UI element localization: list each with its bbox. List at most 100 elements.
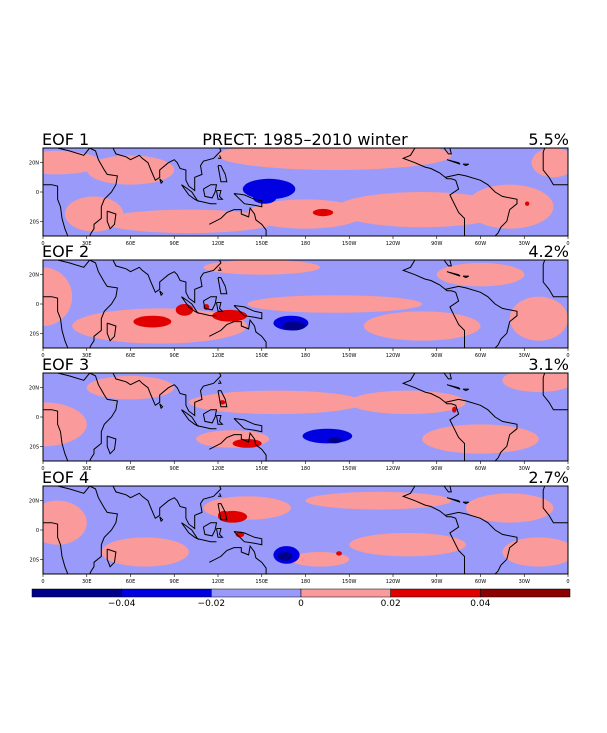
- x-tick-label: 0: [41, 353, 44, 359]
- x-tick-label: 120E: [212, 353, 225, 359]
- coastline: [197, 538, 217, 543]
- eof-panel-4: [43, 486, 568, 574]
- x-tick-label: 30W: [519, 241, 530, 247]
- x-tick-label: 60W: [475, 241, 486, 247]
- anomaly-region: [247, 199, 364, 229]
- x-tick-label: 180: [301, 466, 311, 472]
- anomaly-region: [219, 400, 226, 405]
- x-tick-label: 150W: [342, 353, 357, 359]
- anomaly-region: [43, 402, 87, 447]
- coastline: [209, 431, 267, 461]
- eof-panel-1: [43, 148, 568, 236]
- colorbar-tick-label: 0: [298, 599, 304, 609]
- anomaly-region: [282, 321, 306, 331]
- anomaly-region: [247, 295, 423, 313]
- panel-variance: 3.1%: [528, 355, 569, 374]
- x-tick-label: 150E: [255, 466, 268, 472]
- coastline: [542, 486, 568, 524]
- coastline: [106, 435, 117, 455]
- colorbar-bin: [480, 588, 571, 598]
- coastline: [159, 290, 164, 297]
- anomaly-region: [422, 424, 539, 454]
- eof-panel-3: [43, 373, 568, 461]
- coastline: [209, 206, 267, 236]
- coastline: [445, 511, 518, 574]
- coastline: [462, 275, 470, 279]
- colorbar-bin: [121, 588, 212, 598]
- anomaly-region: [86, 155, 175, 185]
- anomaly-region: [305, 491, 452, 510]
- coastline: [233, 418, 263, 433]
- x-tick-label: 120W: [386, 353, 401, 359]
- x-tick-label: 90E: [169, 579, 179, 585]
- coastline: [112, 486, 222, 530]
- panel-variance: 5.5%: [528, 130, 569, 149]
- coastline: [197, 312, 217, 317]
- coastline: [43, 409, 69, 461]
- colorbar-tick-label: −0.02: [198, 599, 226, 609]
- y-tick-label: 20N: [29, 161, 39, 167]
- panel-label: EOF 2: [42, 242, 89, 261]
- x-tick-label: 60E: [126, 353, 136, 359]
- anomaly-region: [212, 309, 248, 322]
- x-tick-label: 90W: [431, 353, 442, 359]
- anomaly-region: [524, 201, 530, 206]
- coastline: [401, 260, 465, 348]
- colorbar-bin: [31, 588, 122, 598]
- coastline: [43, 522, 69, 574]
- x-tick-label: 150E: [255, 241, 268, 247]
- coastline: [159, 178, 164, 185]
- coastline: [43, 373, 118, 461]
- coastline: [202, 184, 218, 199]
- coastline: [443, 373, 452, 380]
- anomaly-region: [509, 296, 568, 341]
- x-tick-label: 30E: [82, 579, 92, 585]
- coastline: [209, 544, 267, 574]
- coastline: [446, 497, 461, 503]
- anomaly-region: [101, 537, 189, 567]
- anomaly-region: [436, 262, 525, 287]
- coastline: [217, 277, 228, 295]
- y-tick-label: 20N: [29, 386, 39, 392]
- x-tick-label: 60E: [126, 579, 136, 585]
- x-tick-label: 90E: [169, 241, 179, 247]
- eof-panel-2: [43, 251, 568, 348]
- coastline: [443, 486, 452, 493]
- coastline: [159, 403, 164, 410]
- coastline: [216, 415, 224, 425]
- coastline: [462, 501, 470, 505]
- colorbar-tick-label: 0.04: [470, 599, 490, 609]
- anomaly-region: [363, 311, 481, 341]
- x-tick-label: 0: [41, 466, 44, 472]
- x-tick-label: 0: [41, 241, 44, 247]
- coastline: [202, 522, 218, 537]
- x-tick-label: 120E: [212, 241, 225, 247]
- anomaly-region: [188, 390, 364, 415]
- x-tick-label: 150E: [255, 353, 268, 359]
- coastline: [106, 210, 117, 230]
- coastline: [202, 409, 218, 424]
- y-tick-label: 0: [36, 528, 39, 534]
- anomaly-region: [86, 375, 175, 400]
- panel-label: EOF 4: [42, 468, 89, 487]
- coastline: [106, 322, 117, 342]
- x-tick-label: 120E: [212, 466, 225, 472]
- coastline: [43, 260, 118, 348]
- coastline: [401, 148, 465, 236]
- anomaly-region: [502, 537, 568, 567]
- x-tick-label: 0: [566, 241, 569, 247]
- coastline: [233, 251, 248, 258]
- coastline: [218, 380, 222, 384]
- coastline: [112, 148, 222, 192]
- y-tick-label: 0: [36, 302, 39, 308]
- coastline: [218, 267, 222, 271]
- coastline: [217, 165, 228, 183]
- coastline: [401, 373, 465, 461]
- anomaly-region: [336, 551, 342, 556]
- colorbar-bin: [211, 588, 302, 598]
- anomaly-region: [175, 304, 194, 316]
- anomaly-region: [218, 148, 452, 170]
- anomaly-region: [502, 373, 568, 393]
- coastline: [43, 296, 69, 348]
- x-tick-label: 0: [566, 466, 569, 472]
